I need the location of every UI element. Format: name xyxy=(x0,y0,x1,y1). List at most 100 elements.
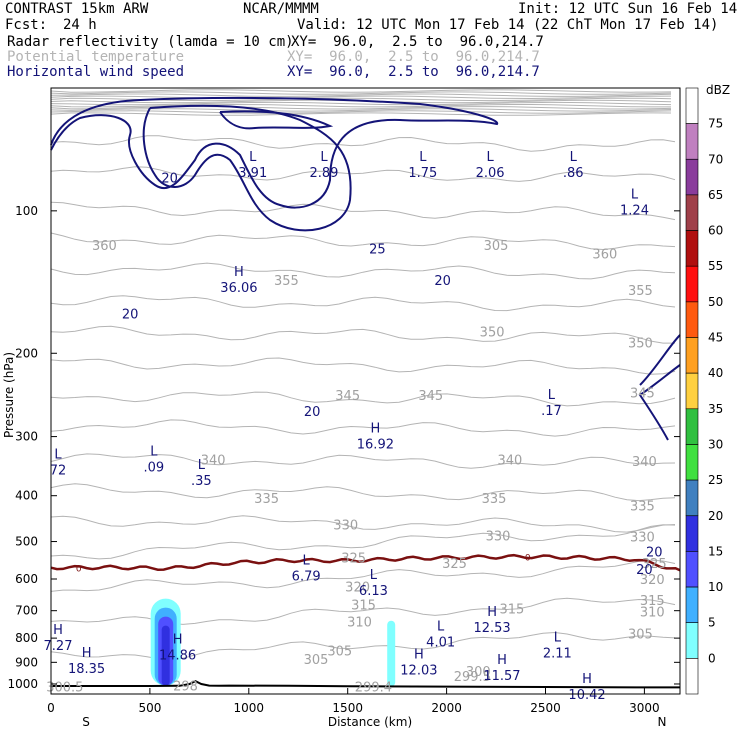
wind-label: 20 xyxy=(161,171,178,186)
extremum-kind: L xyxy=(320,150,328,165)
extremum-value: 12.03 xyxy=(400,663,437,678)
colorbar-label: 15 xyxy=(708,544,723,558)
forecast-value: 24 h xyxy=(63,17,97,33)
theta-line xyxy=(50,108,672,112)
extremum-value: 18.35 xyxy=(68,662,105,677)
extremum-value: 36.06 xyxy=(220,281,257,296)
x-tick-label: 0 xyxy=(47,701,55,715)
theta-label: 325 xyxy=(341,551,366,566)
x-axis-title: Distance (km) xyxy=(328,715,412,729)
extremum-kind: H xyxy=(234,265,244,280)
y-tick-label: 300 xyxy=(15,430,38,444)
valid-time: Valid: 12 UTC Mon 17 Feb 14 (22 ChT Mon … xyxy=(297,17,719,33)
theta-line xyxy=(50,559,676,592)
theta-label: 325 xyxy=(442,557,467,572)
theta-label: 305 xyxy=(628,628,653,643)
colorbar-label: 25 xyxy=(708,473,723,487)
theta-line xyxy=(50,357,676,375)
extremum-kind: L xyxy=(370,568,378,583)
x-tick-label: 2000 xyxy=(431,701,462,715)
wind-label: 25 xyxy=(369,242,386,257)
extremum-kind: L xyxy=(54,447,62,462)
extremum-value: 11.57 xyxy=(483,669,520,684)
colorbar-swatch xyxy=(685,551,699,588)
theta-label: 355 xyxy=(274,274,299,289)
extremum-value: 7.27 xyxy=(44,639,73,654)
colorbar-swatch xyxy=(685,658,699,695)
theta-line xyxy=(50,101,672,106)
colorbar-label: 45 xyxy=(708,331,723,345)
theta-line xyxy=(50,135,676,152)
theta-label: 345 xyxy=(335,389,360,404)
theta-label: 315 xyxy=(499,603,524,618)
colorbar-swatch xyxy=(685,301,699,338)
colorbar-label: 55 xyxy=(708,259,723,273)
theta-label: 310 xyxy=(347,615,372,630)
extremum-value: 72 xyxy=(50,463,67,478)
wind-label: 20 xyxy=(646,546,663,561)
theta-label: 355 xyxy=(628,284,653,299)
extremum-kind: H xyxy=(497,653,507,668)
theta-line xyxy=(50,453,676,469)
extremum-kind: L xyxy=(150,444,158,459)
extremum-value: 10.42 xyxy=(568,688,605,703)
theta-label: 360 xyxy=(592,247,617,262)
theta-label: 335 xyxy=(482,492,507,507)
theta-label: 299.5 xyxy=(454,670,491,685)
theta-label: 345 xyxy=(630,386,655,401)
wind-label: 20 xyxy=(122,308,139,323)
y-tick-label: 100 xyxy=(15,204,38,218)
theta-line xyxy=(50,112,672,116)
extremum-kind: L xyxy=(554,631,562,646)
extremum-kind: H xyxy=(82,646,92,661)
wind-contour xyxy=(639,334,681,386)
y-tick-label: 900 xyxy=(15,655,38,669)
theta-label: 340 xyxy=(632,455,657,470)
model-name: CONTRAST 15km ARW xyxy=(5,1,149,17)
theta-label: 320 xyxy=(345,580,370,595)
freezing-label: 0 xyxy=(525,554,531,564)
theta-line xyxy=(50,91,672,95)
field-reflectivity-xy: XY= 96.0, 2.5 to 96.0,214.7 xyxy=(291,34,544,50)
extremum-value: 2.89 xyxy=(309,166,338,181)
theta-label: 299.4 xyxy=(355,680,392,695)
forecast-label: Fcst: xyxy=(5,17,48,33)
theta-line xyxy=(50,95,672,100)
extremum-value: 4.01 xyxy=(426,635,455,650)
extremum-kind: L xyxy=(548,388,556,403)
theta-label: 345 xyxy=(418,389,443,404)
extremum-value: 14.86 xyxy=(159,649,196,664)
theta-label: 350 xyxy=(480,326,505,341)
terrain-line xyxy=(51,679,680,689)
wind-contour xyxy=(142,104,352,232)
extremum-kind: L xyxy=(249,150,257,165)
theta-line xyxy=(50,262,676,280)
field-theta-xy: XY= 96.0, 2.5 to 96.0,214.7 xyxy=(287,49,540,65)
theta-label: 310 xyxy=(640,606,665,621)
field-reflectivity: Radar reflectivity (lamda = 10 cm) xyxy=(7,34,294,50)
theta-line xyxy=(50,89,672,93)
reflectivity-shading xyxy=(150,598,396,687)
colorbar-swatch xyxy=(685,444,699,481)
colorbar-swatch xyxy=(685,265,699,303)
wind-contours xyxy=(50,96,681,441)
plot-frame xyxy=(50,87,681,695)
theta-label: 325 xyxy=(642,557,667,572)
colorbar-label: 50 xyxy=(708,295,723,309)
extremum-value: 12.53 xyxy=(473,621,510,636)
colorbar-label: 30 xyxy=(708,438,723,452)
x-tick-label: 3000 xyxy=(629,701,660,715)
colorbar-label: 75 xyxy=(708,117,723,131)
extremum-value: 2.11 xyxy=(543,647,572,662)
extremum-value: .09 xyxy=(144,460,165,475)
theta-label: 305 xyxy=(484,239,509,254)
extremum-kind: L xyxy=(486,150,494,165)
colorbar-label: 35 xyxy=(708,402,723,416)
colorbar-label: 5 xyxy=(708,616,716,630)
colorbar-label: 65 xyxy=(708,188,723,202)
theta-line xyxy=(50,391,676,407)
theta-label: 330 xyxy=(486,529,511,544)
terrain xyxy=(51,679,680,689)
colorbar-label: 70 xyxy=(708,152,723,166)
colorbar-swatch xyxy=(685,194,699,231)
